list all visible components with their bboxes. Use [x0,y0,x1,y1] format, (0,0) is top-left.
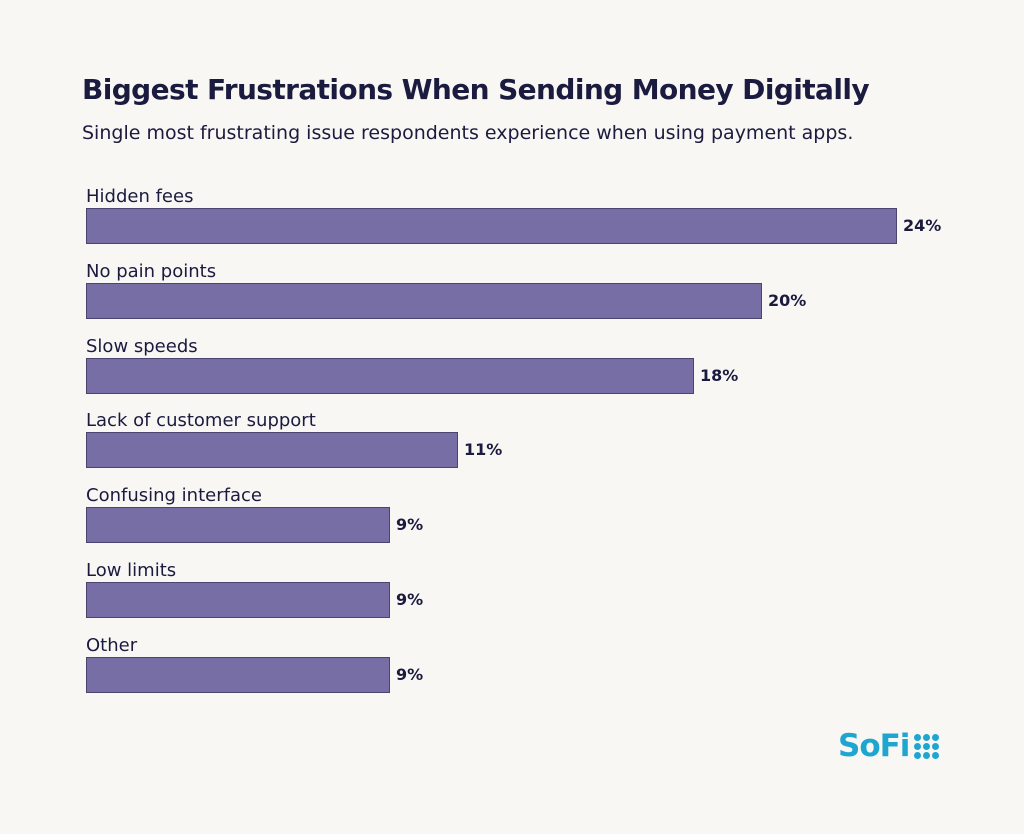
category-label: Other [86,635,138,656]
value-label: 24% [903,216,942,235]
category-label: Hidden fees [86,186,194,207]
value-label: 9% [396,590,424,609]
category-label: Confusing interface [86,485,262,506]
category-label: Low limits [86,560,177,581]
chart-title: Biggest Frustrations When Sending Money … [82,73,870,106]
category-label: Slow speeds [86,336,198,357]
category-label: No pain points [86,261,217,282]
bar [86,432,458,468]
value-label: 9% [396,515,424,534]
bar [86,208,897,244]
bar [86,582,390,618]
bar [86,657,390,693]
bar [86,507,390,543]
bar [86,283,762,319]
sofi-logo: SoFi [838,726,940,766]
bar [86,358,694,394]
chart-subtitle: Single most frustrating issue respondent… [82,122,854,144]
category-label: Lack of customer support [86,410,316,431]
value-label: 18% [700,366,739,385]
value-label: 20% [768,291,807,310]
sofi-logo-text: SoFi [838,728,910,764]
value-label: 11% [464,440,503,459]
sofi-dots-icon [914,733,940,759]
value-label: 9% [396,665,424,684]
